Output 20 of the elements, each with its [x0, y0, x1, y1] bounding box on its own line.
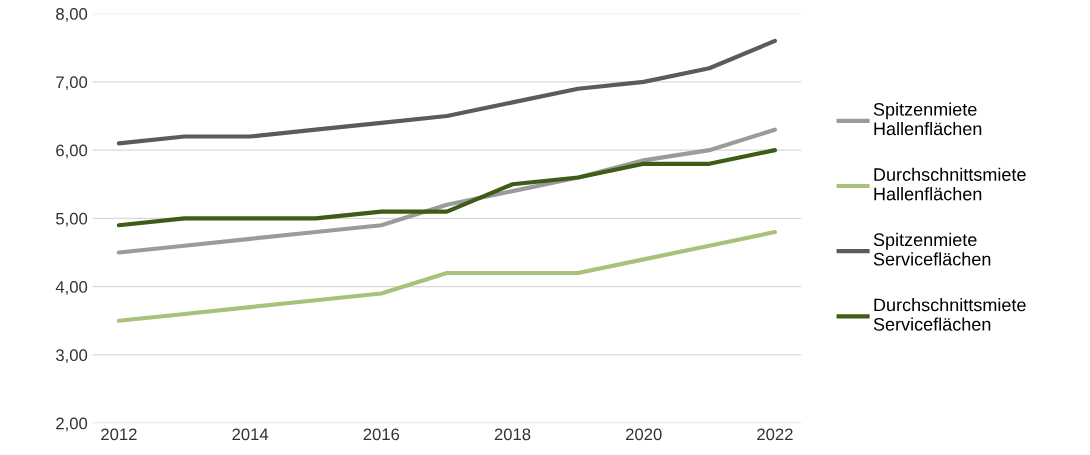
x-tick-label: 2012 — [101, 428, 137, 441]
y-tick-label: 2,00 — [56, 417, 88, 432]
legend-label: Durchschnittsmiete Hallenflächen — [874, 167, 1026, 201]
line-series — [116, 38, 777, 146]
legend-label: Spitzenmiete Serviceflächen — [873, 232, 991, 266]
y-tick-label: 6,00 — [56, 144, 88, 159]
line-series — [116, 148, 777, 228]
legend-label: Durchschnittsmiete Serviceflächen — [873, 298, 1026, 331]
y-tick-label: 4,00 — [55, 281, 88, 295]
x-tick-label: 2020 — [626, 428, 662, 441]
line-series — [116, 229, 777, 323]
legend-label: Spitzenmiete Hallenflächen — [873, 102, 982, 136]
y-tick-label: 7,00 — [56, 76, 88, 91]
x-tick-label: 2016 — [363, 428, 400, 441]
y-tick-label: 3,00 — [55, 349, 88, 364]
x-tick-label: 2018 — [494, 428, 531, 441]
y-tick-label: 5,00 — [56, 212, 88, 227]
x-tick-label: 2022 — [757, 428, 793, 441]
y-tick-label: 8,00 — [56, 8, 88, 22]
x-tick-label: 2014 — [232, 428, 269, 441]
